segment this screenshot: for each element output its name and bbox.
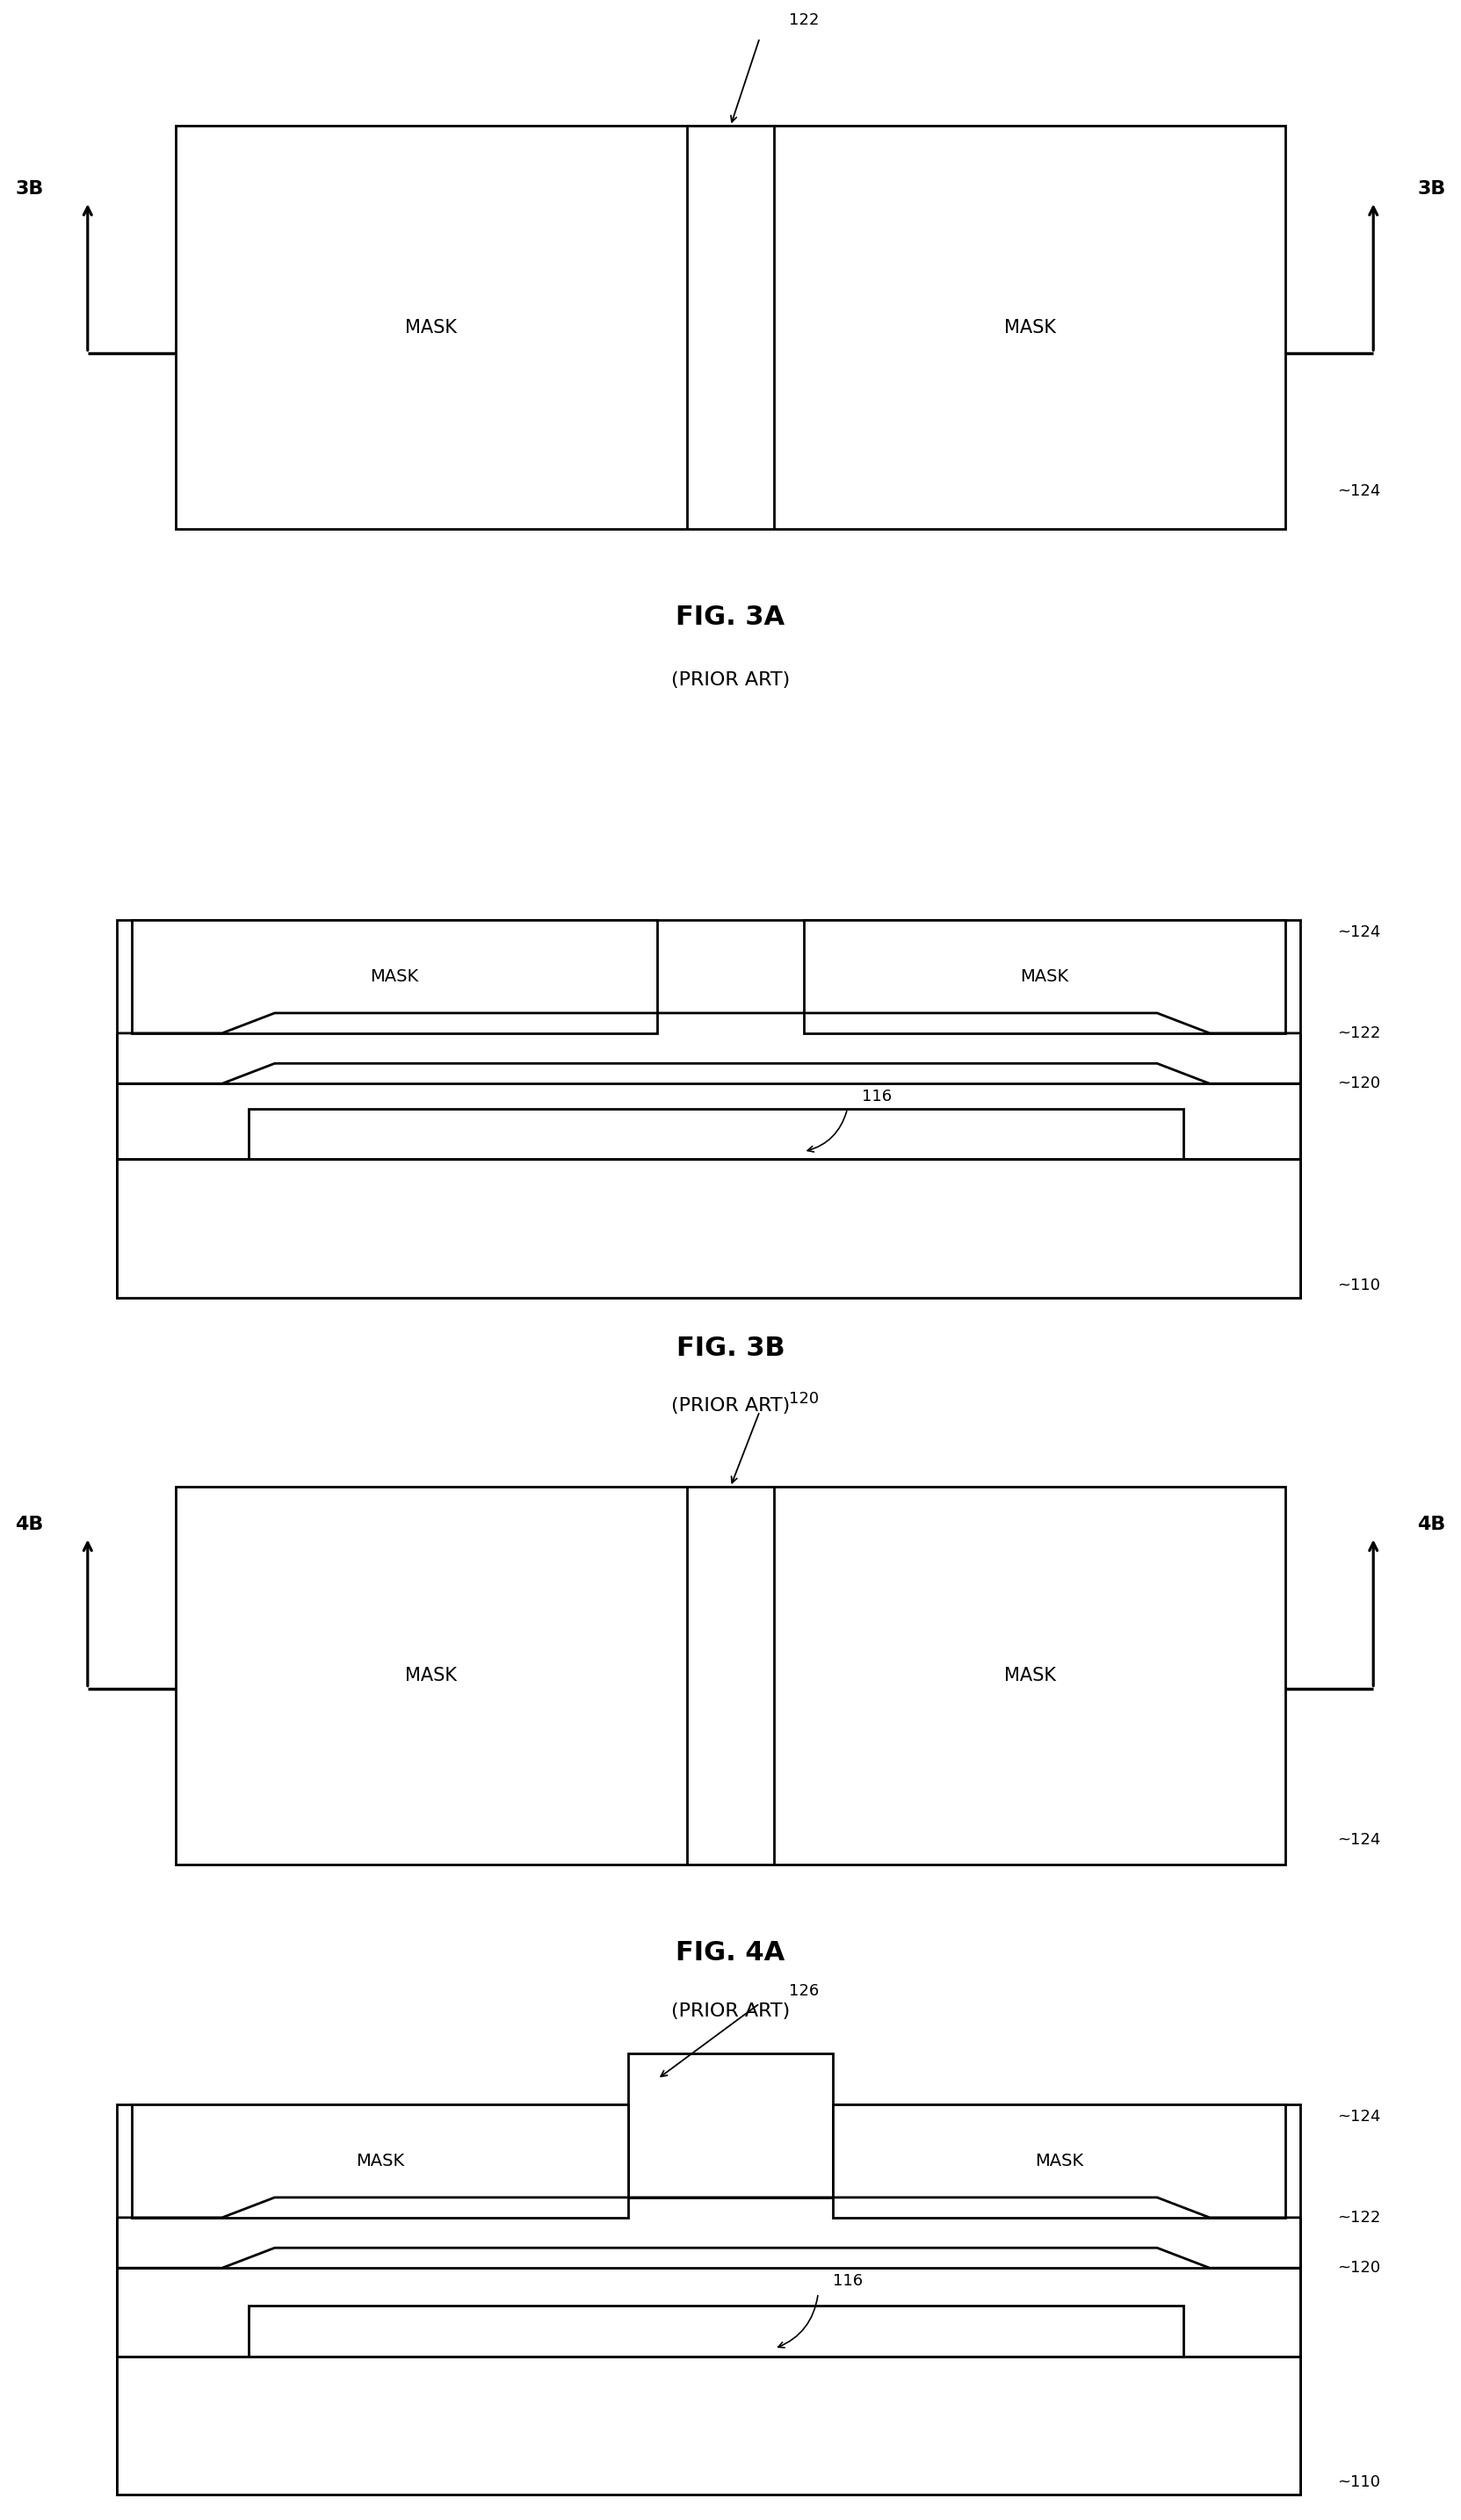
- Text: MASK: MASK: [1004, 1668, 1056, 1683]
- Text: ~122: ~122: [1337, 1026, 1381, 1041]
- Text: ~120: ~120: [1337, 1076, 1381, 1091]
- Text: (PRIOR ART): (PRIOR ART): [671, 2003, 790, 2019]
- Text: 4B: 4B: [1417, 1517, 1446, 1532]
- Text: (PRIOR ART): (PRIOR ART): [671, 673, 790, 688]
- Text: 4B: 4B: [15, 1517, 44, 1532]
- Text: ~124: ~124: [1337, 1832, 1381, 1847]
- Text: 116: 116: [833, 2273, 863, 2288]
- Bar: [131, 2104, 628, 2218]
- Bar: [833, 2104, 1286, 2218]
- Text: FIG. 4A: FIG. 4A: [676, 1940, 785, 1966]
- Text: ~124: ~124: [1337, 925, 1381, 940]
- Text: MASK: MASK: [1004, 320, 1056, 335]
- Bar: [117, 2356, 1300, 2495]
- Text: 126: 126: [789, 1983, 820, 1998]
- Text: MASK: MASK: [370, 968, 419, 985]
- Bar: [804, 920, 1286, 1033]
- Text: (PRIOR ART): (PRIOR ART): [671, 1399, 790, 1414]
- Bar: [248, 1109, 1183, 1159]
- Text: 3B: 3B: [15, 181, 44, 197]
- Text: 3B: 3B: [1417, 181, 1446, 197]
- Text: MASK: MASK: [355, 2152, 405, 2170]
- Bar: [248, 2306, 1183, 2356]
- Text: 120: 120: [789, 1391, 820, 1406]
- Text: ~110: ~110: [1337, 2475, 1379, 2490]
- Text: FIG. 3A: FIG. 3A: [676, 605, 785, 630]
- Bar: [628, 2054, 833, 2197]
- Text: 122: 122: [789, 13, 820, 28]
- Text: MASK: MASK: [405, 1668, 457, 1683]
- Text: FIG. 3B: FIG. 3B: [676, 1336, 785, 1361]
- Text: ~122: ~122: [1337, 2210, 1381, 2225]
- Bar: [117, 920, 1300, 1298]
- Text: ~110: ~110: [1337, 1278, 1379, 1293]
- Text: MASK: MASK: [1020, 968, 1069, 985]
- Text: ~124: ~124: [1337, 2109, 1381, 2124]
- Text: MASK: MASK: [405, 320, 457, 335]
- Bar: [117, 1159, 1300, 1298]
- Text: 116: 116: [862, 1089, 893, 1104]
- Text: ~124: ~124: [1337, 484, 1381, 499]
- Bar: [131, 920, 657, 1033]
- Text: MASK: MASK: [1034, 2152, 1084, 2170]
- Text: ~120: ~120: [1337, 2260, 1381, 2276]
- Bar: [175, 126, 1286, 529]
- Bar: [117, 2104, 1300, 2495]
- Bar: [175, 1487, 1286, 1865]
